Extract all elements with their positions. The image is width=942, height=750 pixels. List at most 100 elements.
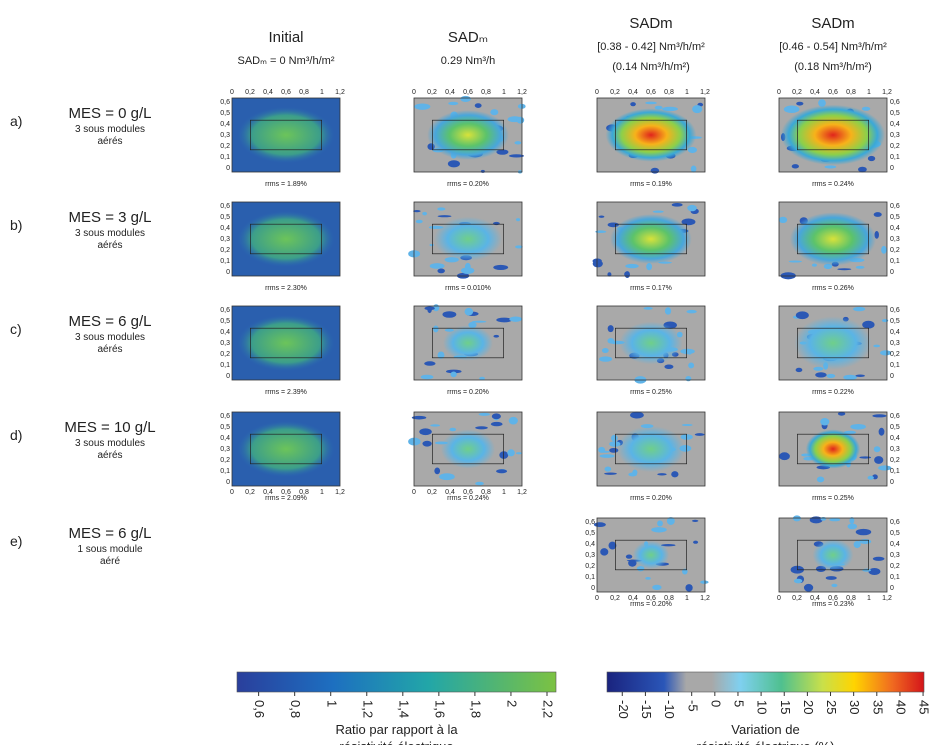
panel-noise [460,95,471,103]
panel-blob [805,429,861,469]
x-tick-label: 1,2 [335,89,345,96]
panel-noise [681,423,693,427]
colorbar-tick-label: 30 [847,700,862,714]
y-tick-label: 0,4 [890,121,900,128]
rms-label: rrms = 0.22% [812,389,854,396]
colorbar-tick-label: 0,8 [288,700,303,718]
x-tick-label: 0,2 [427,489,437,496]
row-title: MES = 0 g/L [69,105,152,122]
y-tick-label: 0,5 [220,318,230,325]
aeration-zone [250,119,322,151]
aeration-zone [432,433,504,465]
y-tick-label: 0,6 [220,203,230,210]
y-tick-label: 0 [226,269,230,276]
row-subtitle: aérés [97,450,122,461]
panel-frame [778,97,888,173]
heatmap-panel [778,305,892,381]
panel-noise [448,101,459,106]
panel-noise [437,207,446,211]
panel-noise [820,516,827,521]
row-subtitle: 3 sous modules [75,438,145,449]
rms-label: rrms = 0.20% [447,389,489,396]
panel-noise [867,475,874,480]
panel-noise [651,527,667,533]
panel-noise [490,421,503,427]
colorbar [236,671,557,693]
panel-blob [780,104,886,166]
panel-noise [475,481,484,486]
panel-noise [625,554,633,559]
x-tick-label: 0,8 [481,89,491,96]
panel-noise [687,350,692,355]
x-tick-label: 0 [230,489,234,496]
panel-noise [688,362,695,369]
x-tick-label: 0,6 [281,489,291,496]
y-tick-label: 0,2 [890,457,900,464]
heatmap-panel [231,305,341,381]
panel-noise [824,165,837,169]
panel-noise [853,541,861,549]
panel-noise [607,222,619,228]
panel-noise [630,411,644,419]
y-tick-label: 0,1 [220,468,230,475]
panel-noise [516,116,525,124]
row-title: MES = 10 g/L [64,419,155,436]
panel-frame [596,517,706,593]
rms-label: rrms = 0.20% [630,601,672,608]
panel-frame [413,411,523,487]
row-subtitle: aérés [97,136,122,147]
aeration-zone [615,433,687,465]
panel-frame [596,411,706,487]
colorbar-label: résistivité électrique (%) [697,739,835,745]
panel-blob [440,429,496,469]
panel-noise [429,244,434,247]
panel-noise [664,364,674,369]
column-subtitle: 0.29 Nm³/h [441,55,495,67]
y-tick-label: 0,5 [220,214,230,221]
panel-noise [439,473,455,481]
row-subtitle: 1 sous module [77,544,142,555]
y-tick-label: 0,1 [220,258,230,265]
rms-label: rrms = 2.39% [265,389,307,396]
y-tick-label: 0,4 [220,435,230,442]
row-letter: b) [10,217,22,233]
panel-noise [872,556,885,561]
y-tick-label: 0,3 [220,446,230,453]
y-tick-label: 0,5 [585,530,595,537]
y-tick-label: 0,5 [220,424,230,431]
panel-noise [873,446,881,453]
panel-noise [437,351,445,359]
y-tick-label: 0 [890,479,894,486]
panel-noise [681,218,696,226]
y-tick-label: 0,2 [890,563,900,570]
panel-noise [490,109,499,116]
y-tick-label: 0 [591,585,595,592]
rms-label: rrms = 0.25% [812,495,854,502]
y-tick-label: 0,5 [890,214,900,221]
panel-noise [420,374,434,380]
x-tick-label: 0,6 [646,595,656,602]
x-tick-label: 1 [867,595,871,602]
panel-noise [779,452,790,461]
x-tick-label: 1 [320,489,324,496]
panel-noise [811,263,818,267]
panel-noise [422,440,432,447]
panel-noise [509,316,523,322]
y-tick-label: 0,5 [890,424,900,431]
colorbar [606,671,925,693]
panel-noise [803,583,814,592]
heatmap-panel [231,97,341,173]
x-tick-label: 0,2 [792,89,802,96]
panel-noise [878,427,885,436]
x-tick-label: 1 [685,89,689,96]
panel-noise [604,472,617,475]
x-tick-label: 0,8 [846,595,856,602]
panel-frame [231,97,341,173]
colorbar-tick-label: -10 [662,700,677,719]
heatmap-panel [413,304,523,381]
panel-noise [700,580,709,584]
y-tick-label: 0 [890,165,894,172]
x-tick-label: 1,2 [517,89,527,96]
y-tick-label: 0 [890,269,894,276]
panel-noise [479,376,485,381]
